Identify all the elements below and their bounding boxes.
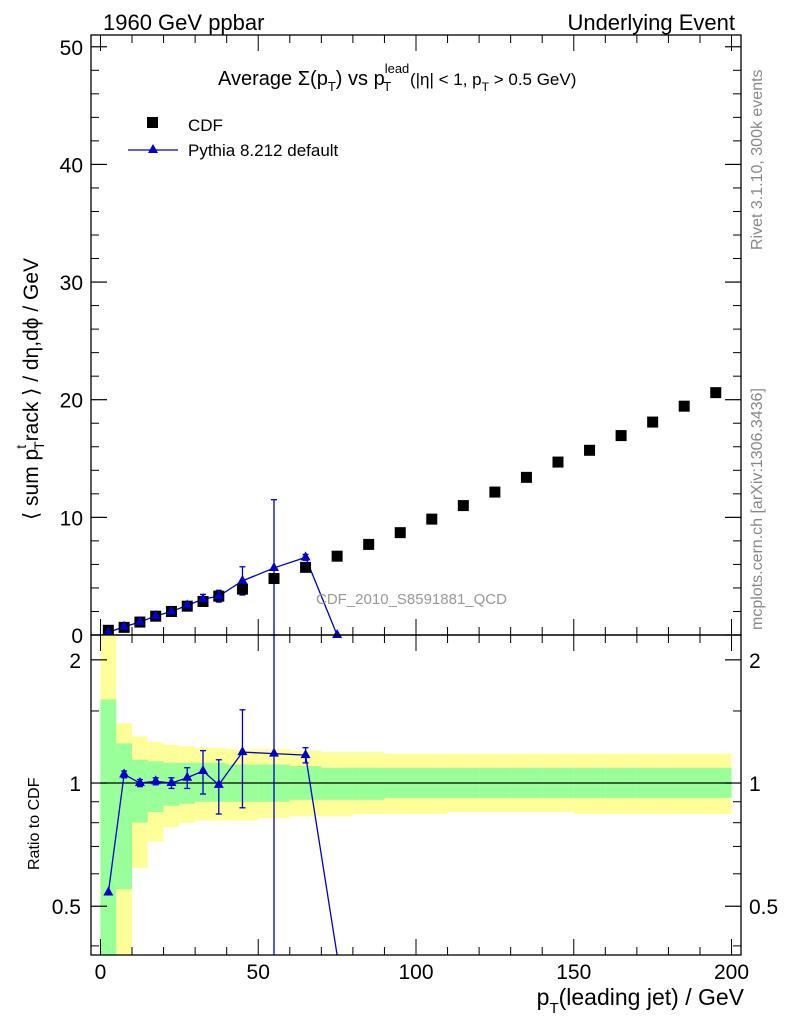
band-inner-11 [321,767,353,800]
header-right: Underlying Event [567,10,735,35]
ratio-ytick-label: 1 [69,773,81,796]
pythia-point-1 [119,620,130,630]
cdf-point-14 [426,513,438,525]
cdf-point-23 [710,387,722,399]
x-tick-label: 50 [247,961,270,984]
y-axis-label-ratio: Ratio to CDF [26,777,43,870]
band-inner-12 [352,767,385,800]
pythia-point-2 [134,616,145,626]
x-axis-label: pT(leading jet) / GeV [537,984,745,1017]
ratio-ytick-label: 0.5 [52,896,81,919]
cdf-point-12 [363,538,375,550]
ratio-point-5 [182,771,193,781]
main-panel: 0 10 20 30 40 50 Average Σ(pT) vs plead T (|η|… [13,34,742,648]
main-ytick-label: 30 [60,272,83,295]
x-tick-label: 150 [556,961,591,984]
pythia-point-10 [300,551,311,561]
band-inner-0 [100,699,117,955]
ratio-point-9 [269,747,280,757]
ratio-point-4 [166,777,177,787]
cdf-point-21 [647,416,659,428]
cdf-point-16 [489,486,501,498]
chart-title: Average Σ(pT) vs plead T (|η| < 1, pT > 0… [218,61,576,94]
pythia-point-11 [332,629,343,638]
ratio-point-10 [300,749,311,759]
ratio-point-1 [119,768,130,778]
cdf-point-22 [678,400,690,412]
cdf-point-11 [331,550,343,562]
pythia-point-8 [237,574,248,584]
pythia-point-0 [103,626,114,636]
ratio-ytick-label: 2 [69,650,81,673]
main-ytick-label: 20 [60,390,83,413]
cdf-point-20 [615,430,627,442]
legend-label-pythia: Pythia 8.212 default [188,141,339,160]
main-data-layer [102,387,722,638]
pythia-point-7 [213,590,224,600]
legend-label-cdf: CDF [188,116,223,135]
ratio-bands [100,635,732,955]
y-axis-label-main: ⟨ sum pt Track ⟩ / dη,dϕ / GeV [13,258,47,520]
cdf-point-19 [584,444,596,456]
ratio-point-8 [237,746,248,756]
main-ytick-label: 50 [60,37,83,60]
cdf-point-8 [236,583,248,595]
x-tick-label: 200 [714,961,749,984]
main-axes: 0 10 20 30 40 50 [60,34,742,648]
pythia-point-9 [269,561,280,571]
cdf-point-18 [552,456,564,468]
ratio-point-7 [213,778,224,788]
pythia-point-3 [150,609,161,619]
ratio-point-3 [150,775,161,785]
legend-marker-pythia [148,144,158,153]
cdf-point-17 [520,471,532,483]
ratio-pythia-line [107,751,338,956]
ratio-axes: 0.5 0.5 1 1 2 2 0 50 100 150 200 [52,634,778,984]
x-tick-label: 100 [398,961,433,984]
band-inner-2 [132,759,148,823]
ratio-point-6 [198,765,209,775]
x-tick-label: 0 [95,961,107,984]
main-ytick-label: 40 [60,154,83,177]
rivet-label: Rivet 3.1.10, 300k events [749,69,766,250]
cdf-point-10 [300,561,312,573]
pythia-point-6 [198,593,209,603]
ratio-point-2 [134,777,145,787]
band-inner-3 [147,761,164,812]
mcplots-label: mcplots.cern.ch [arXiv:1306.3436] [749,388,766,630]
ratio-ytick-label-right: 0.5 [749,896,778,919]
ratio-panel: 0.5 0.5 1 1 2 2 0 50 100 150 200 Ratio to CDF pT(l… [26,634,778,1017]
ratio-data-layer [103,634,338,956]
cdf-point-15 [457,500,469,512]
cdf-point-9 [268,573,280,585]
watermark: CDF_2010_S8591881_QCD [316,591,507,608]
ratio-point-0 [103,886,114,896]
cdf-point-13 [394,527,406,539]
main-ytick-label: 10 [60,507,83,530]
ratio-ytick-label-right: 2 [749,650,761,673]
ratio-ytick-label-right: 1 [749,773,761,796]
band-inner-1 [116,743,133,890]
main-ytick-label: 0 [71,625,83,648]
legend-marker-cdf [147,117,158,128]
header-left: 1960 GeV ppbar [103,10,264,35]
pythia-point-4 [166,605,177,615]
pythia-point-5 [182,599,193,609]
